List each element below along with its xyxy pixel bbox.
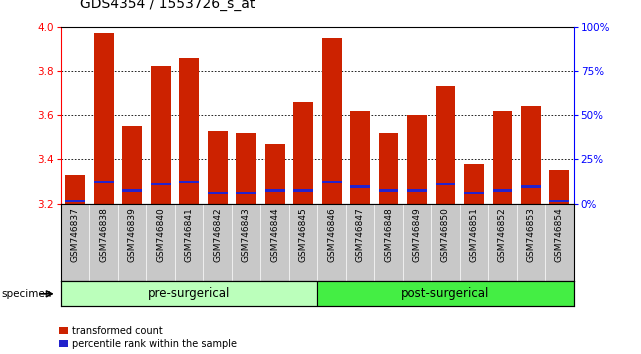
Text: GSM746851: GSM746851 xyxy=(469,207,478,262)
Bar xyxy=(464,164,484,204)
Text: GSM746845: GSM746845 xyxy=(299,207,308,262)
Text: pre-surgerical: pre-surgerical xyxy=(148,287,230,300)
Bar xyxy=(549,170,569,204)
Text: post-surgerical: post-surgerical xyxy=(401,287,490,300)
Bar xyxy=(407,189,427,192)
Bar xyxy=(521,185,541,188)
Bar xyxy=(322,181,342,183)
Bar xyxy=(65,200,85,202)
Text: GSM746837: GSM746837 xyxy=(71,207,79,262)
Bar xyxy=(407,115,427,204)
Text: GSM746844: GSM746844 xyxy=(270,207,279,262)
Text: GSM746853: GSM746853 xyxy=(526,207,535,262)
Bar xyxy=(236,133,256,204)
Text: GSM746843: GSM746843 xyxy=(242,207,251,262)
Bar xyxy=(379,133,399,204)
Bar xyxy=(61,281,317,306)
Bar xyxy=(464,192,484,194)
Text: GSM746848: GSM746848 xyxy=(384,207,393,262)
Bar xyxy=(293,102,313,204)
Bar xyxy=(317,281,574,306)
Bar xyxy=(350,111,370,204)
Bar xyxy=(122,126,142,204)
Bar xyxy=(94,181,113,183)
Bar xyxy=(293,189,313,192)
Bar xyxy=(350,185,370,188)
Bar xyxy=(208,131,228,204)
Text: GSM746838: GSM746838 xyxy=(99,207,108,262)
Text: GSM746846: GSM746846 xyxy=(327,207,336,262)
Bar xyxy=(435,183,456,185)
Bar xyxy=(179,181,199,183)
Text: GSM746849: GSM746849 xyxy=(413,207,422,262)
Text: GSM746840: GSM746840 xyxy=(156,207,165,262)
Text: GSM746847: GSM746847 xyxy=(356,207,365,262)
Text: GDS4354 / 1553726_s_at: GDS4354 / 1553726_s_at xyxy=(80,0,256,11)
Bar xyxy=(179,58,199,204)
Bar xyxy=(122,189,142,192)
Text: GSM746839: GSM746839 xyxy=(128,207,137,262)
Bar xyxy=(151,183,171,185)
Bar xyxy=(379,189,399,192)
Text: GSM746852: GSM746852 xyxy=(498,207,507,262)
Bar xyxy=(492,111,512,204)
Bar xyxy=(265,189,285,192)
Bar xyxy=(435,86,456,204)
Bar xyxy=(265,144,285,204)
Bar xyxy=(521,106,541,204)
Bar xyxy=(65,175,85,204)
Bar xyxy=(322,38,342,204)
Bar xyxy=(236,192,256,194)
Text: GSM746841: GSM746841 xyxy=(185,207,194,262)
Text: GSM746854: GSM746854 xyxy=(555,207,564,262)
Bar xyxy=(151,67,171,204)
Bar xyxy=(94,33,113,204)
Bar xyxy=(208,192,228,194)
Text: GSM746842: GSM746842 xyxy=(213,207,222,262)
Legend: transformed count, percentile rank within the sample: transformed count, percentile rank withi… xyxy=(60,326,237,349)
Bar xyxy=(549,200,569,202)
Text: GSM746850: GSM746850 xyxy=(441,207,450,262)
Text: specimen: specimen xyxy=(1,289,52,299)
Bar xyxy=(492,189,512,192)
